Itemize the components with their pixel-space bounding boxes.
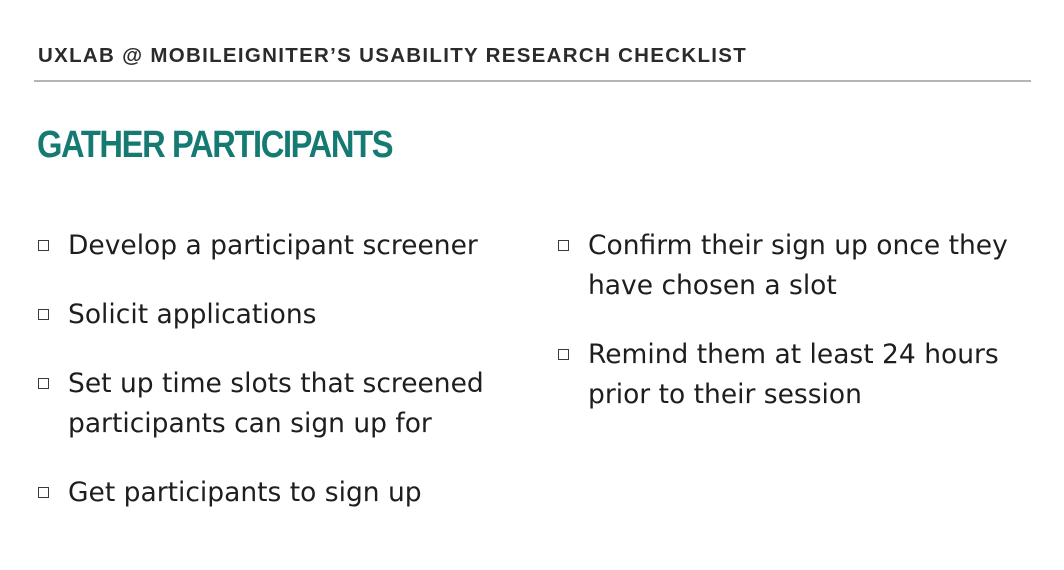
checklist-item-label: Develop a participant screener [68,230,478,261]
slide-header: UXLAB @ MOBILEIGNITER’S USABILITY RESEAR… [38,44,748,67]
checkbox-icon[interactable] [558,349,569,360]
checkbox-icon[interactable] [38,487,49,498]
checklist-item-label: Set up time slots that screened particip… [68,368,484,439]
checklist-item: Solicit applications [38,295,508,335]
checklist-right-column: Confirm their sign up once they have cho… [558,226,1028,444]
checklist-left-column: Develop a participant screener Solicit a… [38,226,508,542]
checklist-item: Get participants to sign up [38,473,508,513]
slide-title: GATHER PARTICIPANTS [37,124,394,166]
checklist-item-label: Solicit applications [68,299,317,330]
checkbox-icon[interactable] [558,240,569,251]
checklist-item: Confirm their sign up once they have cho… [558,226,1028,306]
checklist-item-label: Remind them at least 24 hours prior to t… [588,339,999,410]
checklist-item-label: Get participants to sign up [68,477,422,508]
checkbox-icon[interactable] [38,309,49,320]
header-divider [34,80,1031,82]
checklist-item: Set up time slots that screened particip… [38,364,508,444]
checklist-item-label: Confirm their sign up once they have cho… [588,230,1008,301]
checklist-item: Develop a participant screener [38,226,508,266]
checkbox-icon[interactable] [38,240,49,251]
checklist-item: Remind them at least 24 hours prior to t… [558,335,1028,415]
checkbox-icon[interactable] [38,378,49,389]
